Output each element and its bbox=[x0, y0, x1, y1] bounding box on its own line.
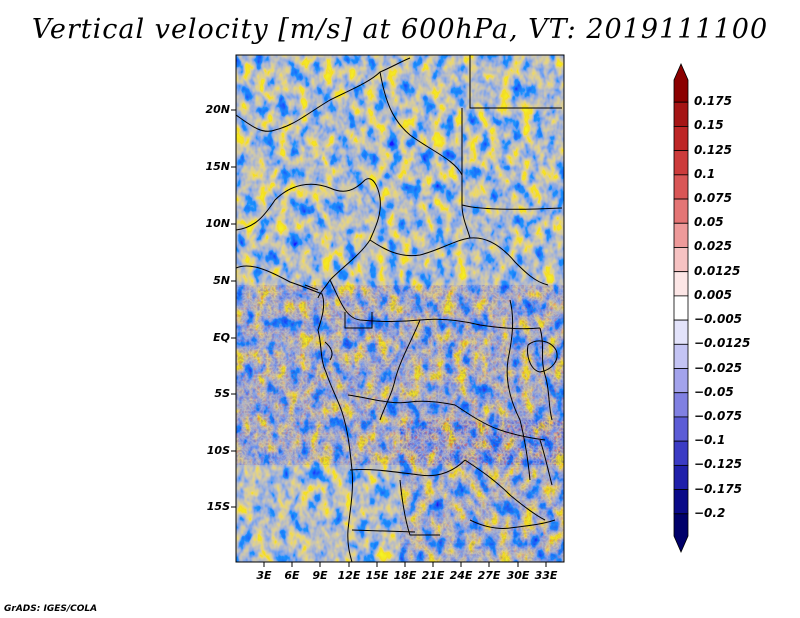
colorbar-swatch bbox=[673, 440, 689, 466]
colorbar-swatch bbox=[673, 150, 689, 176]
colorbar-level-label: 0.175 bbox=[694, 94, 732, 109]
colorbar-level-label: −0.2 bbox=[694, 505, 726, 520]
colorbar bbox=[673, 63, 689, 553]
colorbar-swatch bbox=[673, 247, 689, 273]
colorbar-level-label: 0.025 bbox=[694, 239, 732, 254]
colorbar-swatch bbox=[673, 343, 689, 369]
lat-label: 20N bbox=[205, 103, 230, 116]
colorbar-swatch bbox=[673, 101, 689, 127]
colorbar-swatch bbox=[673, 222, 689, 248]
lon-label: 21E bbox=[421, 569, 445, 582]
lat-label: 15N bbox=[205, 160, 230, 173]
colorbar-swatch bbox=[673, 464, 689, 490]
colorbar-level-label: −0.125 bbox=[694, 457, 743, 472]
lon-label: 15E bbox=[365, 569, 389, 582]
lon-label: 30E bbox=[506, 569, 530, 582]
colorbar-level-label: 0.15 bbox=[694, 118, 724, 133]
lon-label: 33E bbox=[534, 569, 558, 582]
colorbar-level-label: 0.075 bbox=[694, 191, 732, 206]
colorbar-level-label: −0.075 bbox=[694, 408, 743, 423]
chart-title: Vertical velocity [m/s] at 600hPa, VT: 2… bbox=[31, 14, 769, 45]
colorbar-level-label: −0.005 bbox=[694, 312, 743, 327]
colorbar-level-label: −0.1 bbox=[694, 433, 726, 448]
lon-label: 6E bbox=[284, 569, 300, 582]
lon-label: 24E bbox=[449, 569, 473, 582]
colorbar-swatch bbox=[673, 198, 689, 224]
lat-label: EQ bbox=[213, 331, 230, 344]
colorbar-swatch bbox=[673, 174, 689, 200]
lat-label: 10S bbox=[206, 444, 230, 457]
colorbar-swatch bbox=[673, 295, 689, 321]
lat-label: 5S bbox=[214, 387, 230, 400]
colorbar-level-label: 0.1 bbox=[694, 166, 716, 181]
colorbar-swatch bbox=[673, 513, 689, 553]
colorbar-level-label: 0.125 bbox=[694, 142, 732, 157]
colorbar-level-label: −0.05 bbox=[694, 384, 734, 399]
colorbar-level-label: 0.05 bbox=[694, 215, 724, 230]
colorbar-swatch bbox=[673, 392, 689, 418]
colorbar-swatch bbox=[673, 63, 689, 103]
colorbar-swatch bbox=[673, 416, 689, 442]
colorbar-swatch bbox=[673, 271, 689, 297]
lon-label: 18E bbox=[393, 569, 417, 582]
footer-credit: GrADS: IGES/COLA bbox=[4, 604, 98, 614]
colorbar-level-label: 0.005 bbox=[694, 287, 732, 302]
colorbar-level-label: 0.0125 bbox=[694, 263, 741, 278]
lon-label: 27E bbox=[477, 569, 501, 582]
velocity-field bbox=[236, 55, 564, 562]
colorbar-level-label: −0.0125 bbox=[694, 336, 751, 351]
lat-label: 10N bbox=[205, 217, 230, 230]
colorbar-swatch bbox=[673, 126, 689, 152]
country-borders bbox=[236, 55, 563, 562]
axis-ticks bbox=[231, 109, 547, 567]
colorbar-level-label: −0.175 bbox=[694, 481, 743, 496]
lon-label: 3E bbox=[256, 569, 272, 582]
colorbar-level-label: −0.025 bbox=[694, 360, 743, 375]
lat-label: 15S bbox=[206, 500, 230, 513]
map-frame bbox=[235, 54, 565, 563]
colorbar-swatch bbox=[673, 319, 689, 345]
lat-label: 5N bbox=[213, 274, 230, 287]
colorbar-swatch bbox=[673, 368, 689, 394]
lon-label: 9E bbox=[312, 569, 328, 582]
colorbar-swatch bbox=[673, 489, 689, 515]
lon-label: 12E bbox=[337, 569, 361, 582]
